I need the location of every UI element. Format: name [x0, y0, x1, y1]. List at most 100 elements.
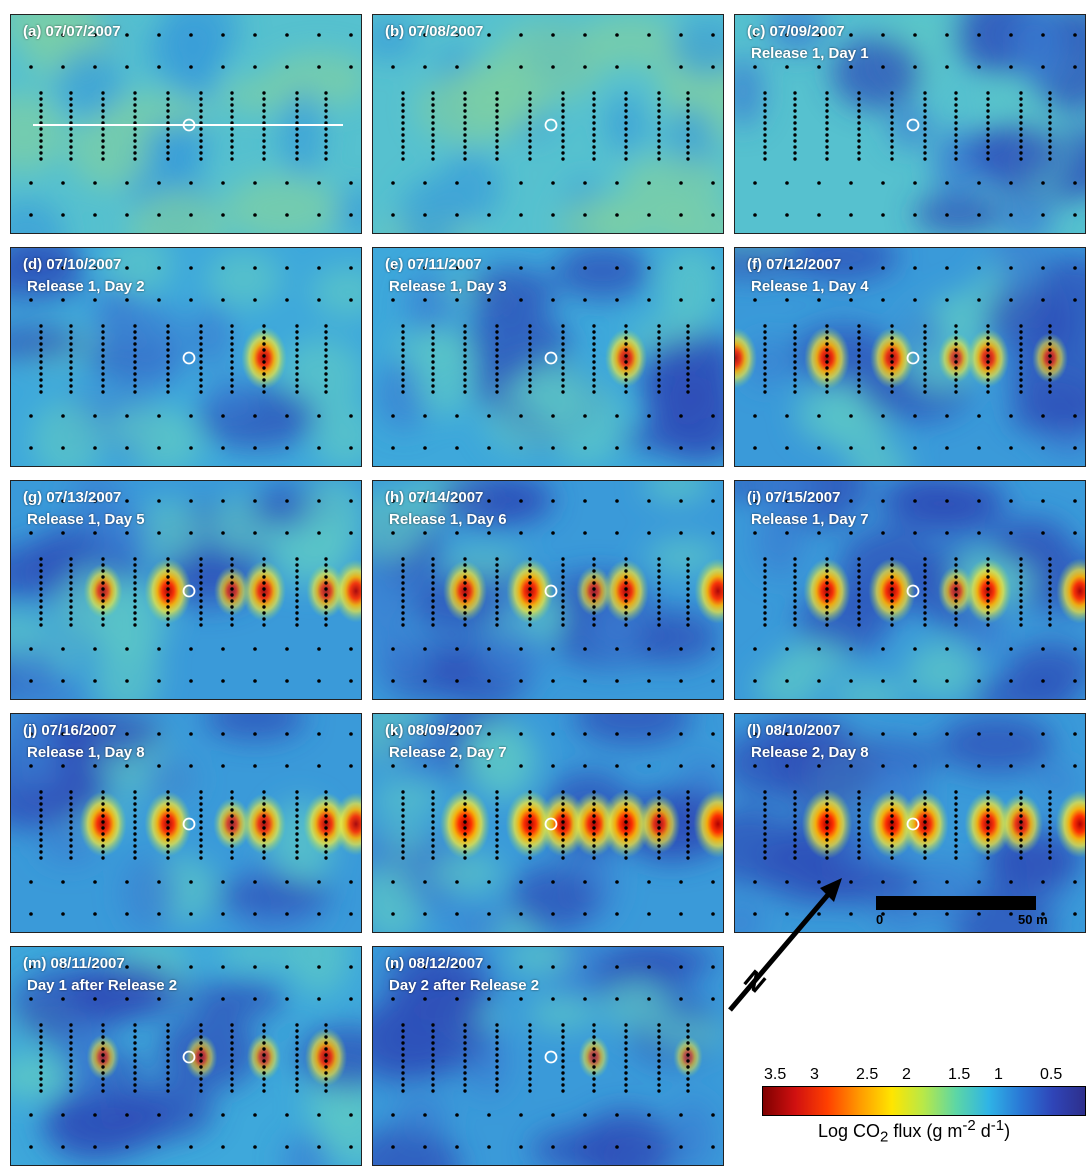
sample-point [39, 121, 43, 125]
sample-point [166, 133, 170, 137]
panel-label: (a) 07/07/2007 [23, 21, 121, 43]
sample-point [495, 109, 499, 113]
sample-point [69, 605, 73, 609]
sample-point [93, 880, 97, 884]
sample-point [793, 569, 797, 573]
sample-point [657, 1089, 661, 1093]
sample-point [551, 764, 555, 768]
sample-point [431, 617, 435, 621]
sample-point [455, 965, 459, 969]
sample-point [857, 151, 861, 155]
sample-point [324, 611, 328, 615]
sample-point [1009, 33, 1013, 37]
sample-point [101, 1023, 105, 1027]
panel-letter: (a) [23, 23, 42, 40]
sample-point [528, 348, 532, 352]
sample-point [39, 378, 43, 382]
sample-point [1048, 157, 1052, 161]
sample-point [793, 348, 797, 352]
sample-point [890, 820, 894, 824]
flux-hotspot [867, 790, 917, 858]
sample-point [890, 611, 894, 615]
sample-point [986, 384, 990, 388]
sample-point [101, 802, 105, 806]
north-arrow-icon: N [728, 878, 842, 1012]
sample-point [657, 151, 661, 155]
sample-point [69, 1047, 73, 1051]
sample-point [857, 348, 861, 352]
sample-point [954, 557, 958, 561]
sample-point [391, 679, 395, 683]
sample-point [986, 348, 990, 352]
sample-point [349, 181, 353, 185]
sample-point [986, 91, 990, 95]
sample-point [199, 575, 203, 579]
sample-point [763, 145, 767, 149]
sample-point [657, 856, 661, 860]
sample-point [954, 354, 958, 358]
sample-point [324, 557, 328, 561]
sample-point [463, 1083, 467, 1087]
sample-point [763, 581, 767, 585]
sample-point [1019, 599, 1023, 603]
sample-point [528, 617, 532, 621]
sample-point [954, 378, 958, 382]
sample-point [528, 581, 532, 585]
sample-point [954, 145, 958, 149]
sample-point [986, 587, 990, 591]
sample-point [686, 838, 690, 842]
sample-point [324, 133, 328, 137]
sample-point [561, 360, 565, 364]
sample-point [583, 997, 587, 1001]
sample-point [166, 814, 170, 818]
injection-point-marker [544, 118, 558, 132]
sample-point [657, 575, 661, 579]
sample-point [101, 390, 105, 394]
sample-point [1019, 372, 1023, 376]
sample-point [125, 880, 129, 884]
sample-point [61, 446, 65, 450]
sample-point [391, 213, 395, 217]
sample-point [285, 446, 289, 450]
sample-point [324, 97, 328, 101]
sample-point [230, 790, 234, 794]
sample-point [101, 378, 105, 382]
sample-point [1019, 856, 1023, 860]
sample-point [592, 593, 596, 597]
sample-point [199, 814, 203, 818]
sample-point [61, 531, 65, 535]
sample-point [913, 414, 917, 418]
sample-point [657, 127, 661, 131]
sample-point [686, 378, 690, 382]
sample-point [923, 826, 927, 830]
sample-point [401, 103, 405, 107]
sample-point [189, 965, 193, 969]
sample-point [857, 820, 861, 824]
sample-point [753, 647, 757, 651]
injection-point-marker [182, 118, 196, 132]
sample-point [1073, 880, 1077, 884]
sample-point [295, 1089, 299, 1093]
sample-point [495, 826, 499, 830]
sample-point [881, 531, 885, 535]
sample-point [463, 844, 467, 848]
sample-point [686, 372, 690, 376]
sample-point [945, 679, 949, 683]
sample-point [615, 764, 619, 768]
sample-point [890, 802, 894, 806]
sample-point [954, 796, 958, 800]
sample-point [199, 127, 203, 131]
sample-point [401, 378, 405, 382]
sample-point [857, 856, 861, 860]
sample-point [686, 844, 690, 848]
sample-point [1048, 623, 1052, 627]
flux-hotspot [578, 1035, 610, 1079]
sample-point [29, 679, 33, 683]
sample-point [93, 997, 97, 1001]
sample-point [69, 611, 73, 615]
sample-point [890, 324, 894, 328]
sample-point [615, 912, 619, 916]
sample-point [592, 1035, 596, 1039]
sample-point [679, 880, 683, 884]
sample-point [657, 796, 661, 800]
